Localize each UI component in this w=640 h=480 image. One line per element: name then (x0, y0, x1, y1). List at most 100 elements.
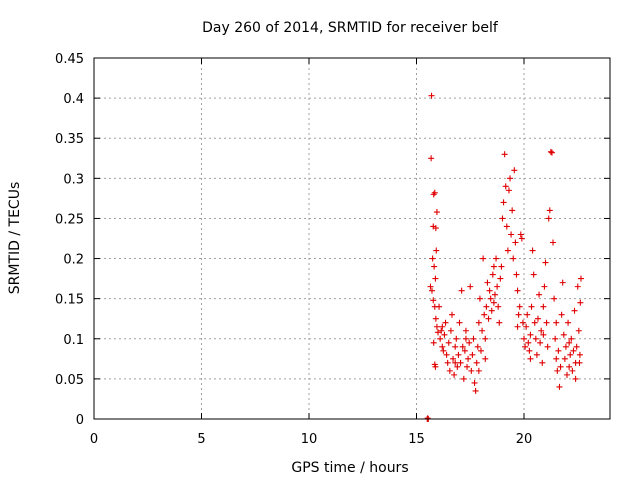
data-point (577, 299, 584, 306)
data-point (570, 347, 577, 354)
data-point (541, 283, 548, 290)
data-point (536, 291, 543, 298)
data-point (500, 199, 507, 206)
data-point (467, 283, 474, 290)
data-point (490, 299, 497, 306)
data-point (430, 297, 437, 304)
y-axis-label: SRMTID / TECUs (7, 182, 23, 295)
data-point (439, 323, 446, 330)
data-point (428, 155, 435, 162)
data-point (511, 167, 518, 174)
data-point (437, 335, 444, 342)
data-point (453, 335, 460, 342)
data-point (561, 355, 568, 362)
data-point (512, 239, 519, 246)
data-point (514, 323, 521, 330)
data-point (471, 379, 478, 386)
y-tick-label: 0.35 (55, 132, 84, 147)
data-point (573, 343, 580, 350)
data-point (456, 319, 463, 326)
data-point (424, 415, 431, 422)
data-point (480, 255, 487, 262)
data-point (527, 331, 534, 338)
data-point (451, 371, 458, 378)
data-point (432, 275, 439, 282)
data-point (509, 207, 516, 214)
y-tick-label: 0.2 (63, 253, 84, 268)
data-point (482, 355, 489, 362)
data-point (440, 347, 447, 354)
data-point (494, 283, 501, 290)
y-tick-label: 0.45 (55, 52, 84, 67)
y-tick-label: 0.15 (55, 293, 84, 308)
data-point (567, 351, 574, 358)
y-tick-label: 0.4 (63, 92, 84, 107)
data-point (490, 263, 497, 270)
data-point (502, 183, 509, 190)
data-point (544, 343, 551, 350)
x-tick-label: 0 (90, 432, 98, 447)
data-point (431, 263, 438, 270)
data-point (533, 351, 540, 358)
data-point (427, 283, 434, 290)
data-point (576, 351, 583, 358)
data-point (441, 331, 448, 338)
data-point (569, 367, 576, 374)
data-point (577, 275, 584, 282)
data-point (465, 355, 472, 362)
data-point (558, 311, 565, 318)
data-point (485, 315, 492, 322)
data-point (462, 335, 469, 342)
data-point (562, 343, 569, 350)
data-point (537, 339, 544, 346)
x-axis-ticks: 0 5 10 15 20 (90, 58, 532, 447)
data-point (566, 363, 573, 370)
data-point (472, 387, 479, 394)
data-point (428, 92, 435, 99)
x-axis-label: GPS time / hours (291, 460, 408, 476)
x-tick-label: 10 (301, 432, 318, 447)
data-points (424, 92, 584, 422)
data-point (543, 319, 550, 326)
data-point (432, 363, 439, 370)
data-point (538, 327, 545, 334)
data-point (575, 327, 582, 334)
data-point (542, 259, 549, 266)
data-point (546, 207, 553, 214)
data-point (499, 215, 506, 222)
data-point (474, 343, 481, 350)
data-point (469, 351, 476, 358)
y-tick-label: 0.05 (55, 373, 84, 388)
data-point (489, 271, 496, 278)
data-point (517, 231, 524, 238)
data-point (540, 303, 547, 310)
data-point (555, 347, 562, 354)
data-point (574, 283, 581, 290)
data-point (556, 383, 563, 390)
data-point (566, 339, 573, 346)
data-point (486, 287, 493, 294)
data-point (455, 351, 462, 358)
data-point (448, 311, 455, 318)
data-point (452, 343, 459, 350)
data-point (459, 343, 466, 350)
data-point (510, 255, 517, 262)
data-point (432, 225, 439, 232)
data-point (560, 331, 567, 338)
data-point (428, 287, 435, 294)
data-point (457, 359, 464, 366)
data-point (526, 347, 533, 354)
data-point (476, 295, 483, 302)
data-point (478, 347, 484, 354)
data-point (553, 355, 560, 362)
data-point (530, 271, 537, 278)
x-tick-label: 15 (408, 432, 425, 447)
data-point (446, 367, 453, 374)
y-tick-label: 0 (76, 413, 84, 428)
data-point (531, 319, 538, 326)
data-point (430, 339, 437, 346)
data-point (564, 371, 570, 378)
data-point (518, 235, 525, 242)
data-point (454, 363, 461, 370)
data-point (475, 367, 482, 374)
